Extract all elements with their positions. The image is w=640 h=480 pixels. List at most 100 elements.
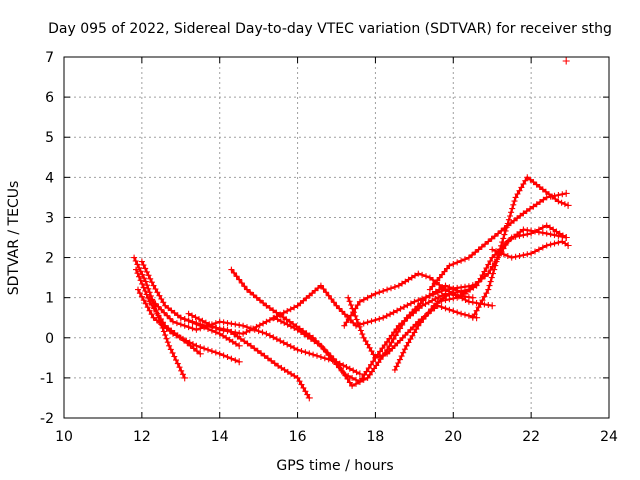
data-point xyxy=(410,324,417,331)
data-point xyxy=(228,266,235,273)
data-point xyxy=(481,293,488,300)
data-point xyxy=(405,339,412,346)
series-sat-p xyxy=(489,238,572,261)
data-point xyxy=(442,286,449,293)
data-point xyxy=(164,339,171,346)
data-point xyxy=(270,307,277,314)
data-point xyxy=(146,307,153,314)
data-point xyxy=(359,375,366,382)
y-tick-label: 5 xyxy=(45,130,54,146)
data-point xyxy=(228,328,235,335)
data-point xyxy=(220,332,226,339)
data-point xyxy=(169,349,176,356)
data-point xyxy=(551,240,558,247)
data-point xyxy=(140,297,147,304)
data-point xyxy=(458,310,465,317)
data-point xyxy=(524,174,531,181)
data-point xyxy=(307,335,314,342)
data-point xyxy=(185,317,192,324)
data-point xyxy=(510,201,517,208)
data-point xyxy=(419,271,426,278)
data-point xyxy=(540,196,547,203)
data-point xyxy=(160,328,167,335)
data-point xyxy=(434,298,441,305)
data-point xyxy=(355,320,362,327)
data-point xyxy=(345,372,352,379)
data-point xyxy=(429,290,436,297)
data-point xyxy=(148,279,155,286)
data-point xyxy=(489,246,496,253)
data-point xyxy=(500,235,507,242)
y-tick-label: 4 xyxy=(45,170,54,186)
data-point xyxy=(317,282,324,289)
data-point xyxy=(264,355,271,362)
data-point xyxy=(536,184,543,190)
data-point xyxy=(235,358,243,366)
data-point xyxy=(516,187,523,194)
data-point xyxy=(411,329,418,336)
data-point xyxy=(438,297,445,304)
data-point xyxy=(202,319,209,326)
data-point xyxy=(294,374,301,381)
data-point xyxy=(148,311,155,318)
plot-frame xyxy=(63,56,610,419)
data-point xyxy=(423,273,429,280)
data-point xyxy=(562,189,570,197)
data-point xyxy=(280,309,287,316)
data-point xyxy=(173,320,180,327)
series-sat-j xyxy=(341,270,496,329)
data-point xyxy=(167,315,174,322)
data-point xyxy=(363,368,370,375)
data-point xyxy=(559,191,566,198)
data-point xyxy=(380,288,387,294)
data-point xyxy=(512,233,519,240)
data-point xyxy=(228,355,235,362)
data-point xyxy=(244,340,251,347)
data-point xyxy=(161,309,168,316)
data-point xyxy=(399,280,405,287)
data-point xyxy=(553,228,560,235)
data-point xyxy=(280,339,287,346)
data-point xyxy=(520,252,527,259)
data-point xyxy=(487,278,494,285)
data-point xyxy=(386,335,393,342)
y-tick-label: 6 xyxy=(45,90,54,106)
data-point xyxy=(232,329,239,336)
data-point xyxy=(396,356,403,363)
data-point xyxy=(232,357,239,364)
data-point xyxy=(356,370,364,378)
data-point xyxy=(388,332,395,339)
data-point xyxy=(302,388,309,395)
data-point xyxy=(432,288,439,295)
data-point xyxy=(183,337,190,344)
data-point xyxy=(397,305,404,312)
data-point xyxy=(131,254,138,261)
data-point xyxy=(350,367,357,374)
data-point xyxy=(483,290,490,297)
data-point xyxy=(368,318,375,325)
data-point xyxy=(512,253,519,260)
x-tick-label: 20 xyxy=(444,429,462,445)
data-point xyxy=(291,372,298,379)
data-point xyxy=(205,346,211,353)
data-point xyxy=(475,246,482,253)
data-point xyxy=(343,319,350,326)
data-point xyxy=(180,335,186,342)
data-point xyxy=(276,311,283,318)
data-point xyxy=(281,366,288,373)
data-point xyxy=(147,275,154,282)
data-point xyxy=(438,304,445,310)
data-point xyxy=(157,320,163,327)
x-tick-label: 10 xyxy=(55,429,73,445)
data-point xyxy=(133,266,139,273)
data-point xyxy=(160,299,167,306)
data-point xyxy=(231,269,237,276)
data-point xyxy=(284,308,291,314)
data-point xyxy=(415,270,422,277)
data-point xyxy=(368,348,375,355)
data-point xyxy=(555,198,562,205)
data-point xyxy=(163,325,170,332)
data-point xyxy=(353,316,360,323)
data-point xyxy=(475,279,482,286)
data-point xyxy=(145,272,152,279)
